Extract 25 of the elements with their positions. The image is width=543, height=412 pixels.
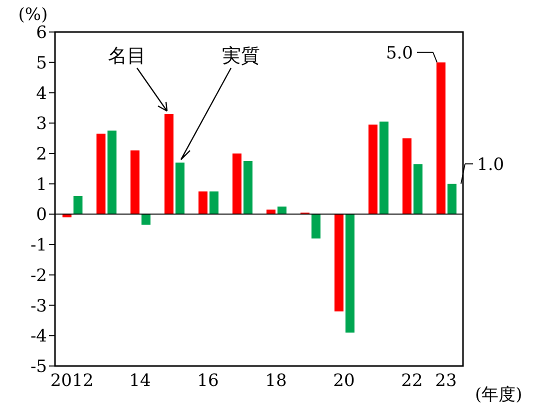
y-tick-label: 5 bbox=[36, 53, 47, 74]
annotation: 5.0 bbox=[386, 43, 413, 64]
y-tick-label: 1 bbox=[36, 174, 47, 195]
y-tick-label: -5 bbox=[30, 357, 47, 378]
text: 実質 bbox=[222, 45, 260, 67]
y-tick-label: 4 bbox=[36, 84, 47, 104]
y-axis-title: (%) bbox=[18, 5, 48, 25]
y-tick-label: -1 bbox=[30, 236, 47, 256]
text: 名目 bbox=[108, 45, 146, 67]
y-tick-label: 3 bbox=[36, 114, 47, 134]
x-tick-label: 20 bbox=[333, 371, 355, 392]
x-tick-label: 18 bbox=[265, 371, 287, 392]
x-tick-label: 14 bbox=[129, 371, 151, 392]
y-tick-label: -3 bbox=[30, 296, 47, 316]
y-tick-label: -4 bbox=[30, 326, 47, 347]
x-axis-title: (年度) bbox=[475, 385, 522, 405]
y-tick-label: -2 bbox=[30, 266, 47, 286]
y-tick-label: 2 bbox=[36, 144, 47, 164]
y-tick-label: 6 bbox=[36, 23, 47, 44]
x-tick-label: 16 bbox=[197, 371, 219, 392]
annotation: 1.0 bbox=[477, 154, 504, 175]
x-tick-label: 22 bbox=[401, 371, 423, 392]
y-tick-label: 0 bbox=[36, 205, 47, 226]
x-tick-label: 2012 bbox=[50, 371, 94, 392]
x-tick-label: 23 bbox=[435, 371, 457, 392]
